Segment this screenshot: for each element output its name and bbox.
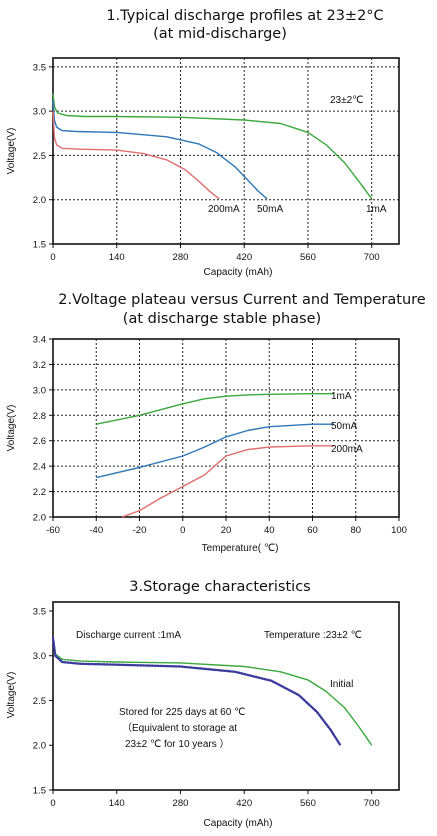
chart-2-series-label: 50mA [331, 421, 357, 432]
chart-2-x-tick-label: -20 [133, 525, 147, 536]
chart-1-series-label: 1mA [366, 204, 387, 215]
chart-1-x-tick-label: 280 [173, 252, 189, 263]
chart-1-series-label: 200mA [208, 204, 240, 215]
chart-2-x-tick-label: 60 [307, 525, 318, 536]
chart-1-series-label: 50mA [257, 204, 283, 215]
chart-1-x-axis-label: Capacity (mAh) [204, 267, 273, 278]
chart-3-series-initial-line [52, 637, 373, 746]
chart-2-series-50ma-line [96, 423, 335, 479]
chart-3-annotation: 23±2 ℃ for 10 years ） [125, 738, 230, 750]
chart-2-series-label: 1mA [331, 391, 352, 402]
chart-1-x-tick-label: 560 [300, 252, 316, 263]
chart-1-plot-frame [52, 57, 400, 245]
chart-3-y-tick-label: 2.5 [33, 696, 46, 707]
chart-2-y-tick-label: 2.2 [33, 487, 46, 498]
chart-3-annotation: （Equivalent to storage at [122, 722, 237, 734]
chart-2-y-axis-label: Voltage(V) [6, 405, 17, 452]
chart-2-x-tick-label: 100 [391, 525, 407, 536]
chart-2-y-tick-label: 2.8 [33, 411, 46, 422]
chart-3-title: 3.Storage characteristics [129, 579, 310, 595]
chart-2-y-tick-label: 3.4 [33, 335, 46, 346]
chart-1-x-tick-label: 0 [50, 252, 55, 263]
chart-1-x-tick-label: 420 [236, 252, 252, 263]
chart-2-subtitle: (at discharge stable phase) [123, 311, 321, 327]
chart-3-x-tick-label: 0 [50, 798, 55, 809]
chart-2-y-tick-label: 3.2 [33, 360, 46, 371]
chart-1-annotation: 23±2℃ [330, 95, 363, 106]
chart-3-x-tick-label: 560 [300, 798, 316, 809]
chart-3-x-tick-label: 700 [364, 798, 380, 809]
chart-2-title: 2.Voltage plateau versus Current and Tem… [58, 292, 425, 308]
chart-3-y-tick-label: 2.0 [33, 741, 46, 752]
chart-2-series-1ma-line [96, 393, 335, 425]
chart-3-annotation: Temperature :23±2 ℃ [264, 630, 362, 641]
chart-1-title: 1.Typical discharge profiles at 23±2°C [106, 8, 383, 24]
chart-3-x-tick-label: 420 [236, 798, 252, 809]
chart-1-series-1ma-line [52, 93, 373, 200]
chart-2-x-tick-label: 20 [221, 525, 232, 536]
chart-3-y-tick-label: 1.5 [33, 786, 46, 797]
chart-1-x-tick-label: 140 [109, 252, 125, 263]
chart-2-x-axis-label: Temperature( ℃) [202, 543, 279, 554]
chart-1-y-tick-label: 3.0 [33, 107, 46, 118]
chart-2-y-tick-label: 2.6 [33, 436, 46, 447]
chart-1-subtitle: (at mid-discharge) [153, 26, 287, 42]
chart-1-series-50ma-line [52, 100, 268, 200]
chart-2-series-200ma-line [121, 445, 335, 518]
chart-1-x-tick-label: 700 [364, 252, 380, 263]
chart-1-y-tick-label: 1.5 [33, 240, 46, 251]
chart-2-x-tick-label: 40 [264, 525, 275, 536]
chart-3-series-stored-line [51, 636, 341, 746]
chart-2-x-tick-label: 80 [350, 525, 361, 536]
chart-3-series-label: Initial [330, 679, 353, 690]
chart-3-y-axis-label: Voltage(V) [6, 672, 17, 719]
chart-3-plot-frame [52, 601, 400, 791]
chart-3-y-tick-label: 3.5 [33, 606, 46, 617]
chart-3-annotation: Discharge current :1mA [76, 630, 181, 641]
chart-1-y-tick-label: 3.5 [33, 62, 46, 73]
chart-2-series-label: 200mA [331, 444, 363, 455]
chart-2-x-tick-label: -60 [46, 525, 60, 536]
chart-3-annotation: Stored for 225 days at 60 ℃ [119, 707, 245, 718]
chart-1-y-axis-label: Voltage(V) [6, 128, 17, 175]
chart-2-y-tick-label: 2.4 [33, 462, 46, 473]
chart-1-y-tick-label: 2.5 [33, 151, 46, 162]
chart-3-x-axis-label: Capacity (mAh) [204, 818, 273, 829]
chart-2-x-tick-label: -40 [89, 525, 103, 536]
chart-3-x-tick-label: 280 [173, 798, 189, 809]
chart-3-y-tick-label: 3.0 [33, 651, 46, 662]
chart-2-y-tick-label: 2.0 [33, 513, 46, 524]
chart-1-series-200ma-line [52, 111, 220, 200]
chart-2-x-tick-label: 0 [180, 525, 185, 536]
chart-1-y-tick-label: 2.0 [33, 195, 46, 206]
chart-2-y-tick-label: 3.0 [33, 385, 46, 396]
chart-3-x-tick-label: 140 [109, 798, 125, 809]
